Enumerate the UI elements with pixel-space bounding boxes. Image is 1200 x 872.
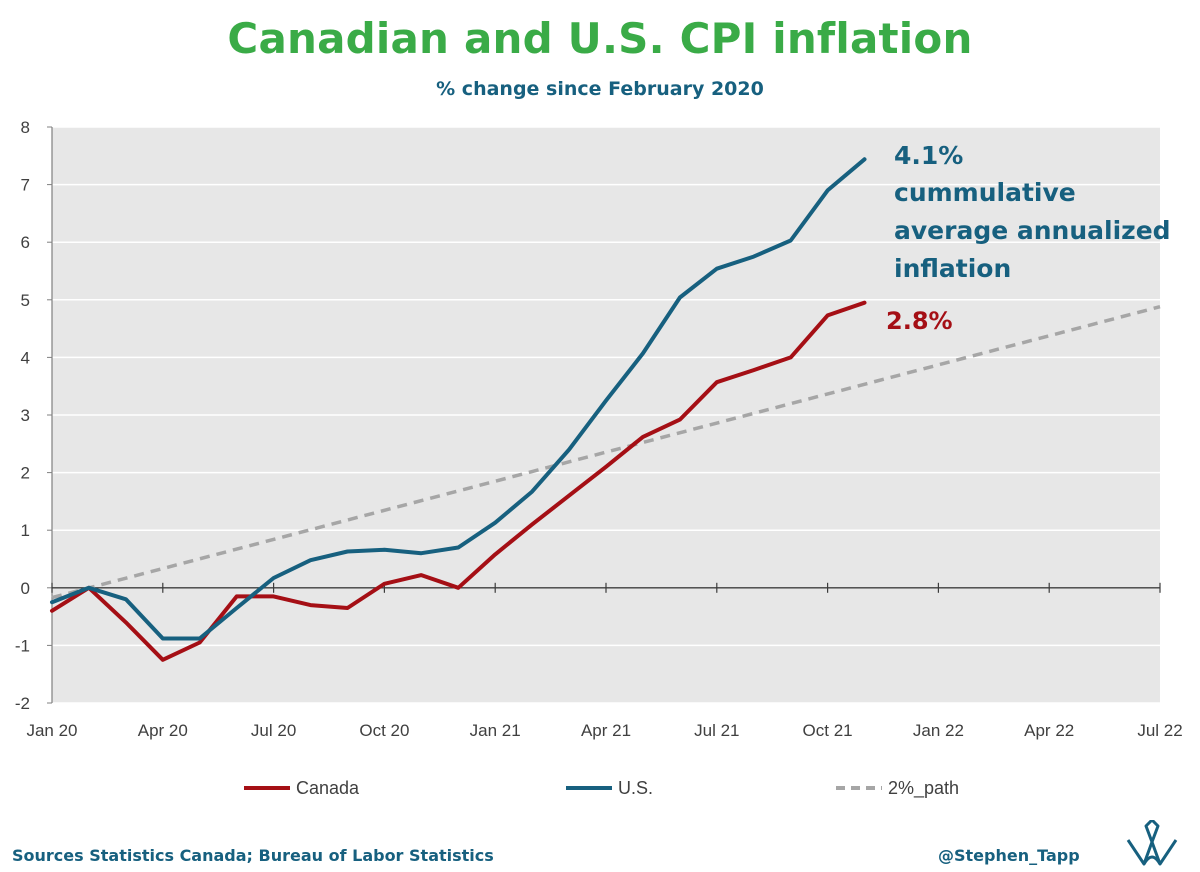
y-tick-label: 5 (21, 291, 30, 310)
x-tick-label: Apr 22 (1024, 721, 1074, 740)
annotation-canada-rate: 2.8% (886, 307, 953, 335)
x-tick-label: Jul 22 (1137, 721, 1182, 740)
annotation-us-line: average annualized (894, 216, 1171, 245)
leaf-logo-icon (1126, 820, 1178, 866)
y-tick-label: -2 (15, 694, 30, 713)
x-tick-label: Oct 20 (359, 721, 409, 740)
y-tick-label: 8 (21, 118, 30, 137)
y-tick-label: 6 (21, 233, 30, 252)
x-tick-label: Jan 22 (913, 721, 964, 740)
annotation-us-rate: 4.1% (894, 141, 963, 170)
y-tick-label: 1 (21, 521, 30, 540)
y-tick-label: 2 (21, 464, 30, 483)
x-tick-label: Apr 20 (138, 721, 188, 740)
y-tick-label: 7 (21, 176, 30, 195)
source-note: Sources Statistics Canada; Bureau of Lab… (12, 846, 494, 865)
x-tick-label: Jan 21 (470, 721, 521, 740)
author-handle: @Stephen_Tapp (938, 846, 1080, 865)
legend-label-canada: Canada (296, 778, 360, 798)
x-tick-label: Jul 20 (251, 721, 296, 740)
x-axis-ticks: Jan 20 Apr 20 Jul 20 Oct 20 Jan 21 Apr 21 Jul … (26, 582, 1183, 740)
legend-label-us: U.S. (618, 778, 653, 798)
chart-subtitle: % change since February 2020 (436, 78, 764, 100)
legend-label-2pct-path: 2%_path (888, 778, 959, 799)
annotation-us-line: inflation (894, 254, 1011, 283)
y-tick-label: 4 (21, 348, 30, 367)
series-lines (50, 157, 1161, 662)
annotation-us-line: cummulative (894, 178, 1076, 207)
x-tick-label: Oct 21 (803, 721, 853, 740)
series-line-2pct-path (51, 305, 1161, 600)
annotation-us: 4.1% cummulative average annualized infl… (894, 141, 1171, 283)
y-tick-label: -1 (15, 636, 30, 655)
y-tick-label: 3 (21, 406, 30, 425)
chart-title: Canadian and U.S. CPI inflation (227, 14, 973, 63)
x-tick-label: Apr 21 (581, 721, 631, 740)
series-line-canada (50, 300, 867, 662)
legend: Canada U.S. 2%_path (244, 778, 959, 799)
series-line-us (50, 157, 867, 641)
y-tick-label: 0 (21, 579, 30, 598)
x-tick-label: Jul 21 (694, 721, 739, 740)
y-axis-ticks: -2 -1 0 1 2 3 4 5 6 7 8 (15, 118, 52, 713)
x-tick-label: Jan 20 (26, 721, 77, 740)
